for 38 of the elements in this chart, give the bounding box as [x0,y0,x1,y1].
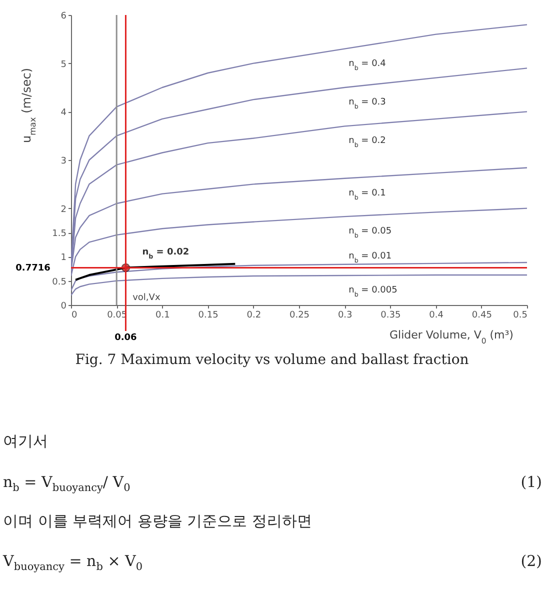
x-tick-label: 0.35 [380,310,401,320]
ref-line-label: 0.7716 [16,264,50,274]
x-tick-label: 0.1 [156,310,170,320]
y-tick-label: 0 [60,302,67,312]
ref-line-label: 0.06 [114,333,137,343]
y-tick-label: 1.5 [52,229,66,239]
series-label: n$_{b}$ = 0.1 [348,188,386,201]
y-tick-label: 1 [60,253,66,264]
text: (2) [520,552,542,570]
y-tick-label: 4 [60,108,67,118]
series-label: n$_{b}$ = 0.2 [348,136,386,149]
x-axis-title: Glider Volume, V$_{0}$ (m³) [390,328,514,345]
text: n$_{b}$ = V$_{buoyancy}$/ V$_{0}$ [3,473,130,494]
series-label: n$_{b}$ = 0.4 [348,58,386,72]
caption: Fig. 7 Maximum velocity vs volume and ballast fraction [74,352,470,368]
series-label: n$_{b}$ = 0.01 [348,251,392,264]
y-tick-label: 3 [60,156,66,166]
text: 이며 이를 부력제어 용량을 기준으로 정리하면 [3,512,312,531]
series-label: n$_{b}$ = 0.3 [348,98,386,110]
x-tick-label: 0.15 [198,310,218,320]
x-tick-label: 0.2 [246,310,262,320]
series-label: n$_{b}$ = 0.005 [348,286,398,298]
y-tick-label: 6 [60,12,67,22]
y-tick-label: 0.5 [52,277,66,288]
text: 여기서 [3,432,48,451]
x-tick-label: 0.45 [472,310,492,320]
text: V$_{buoyancy}$ = n$_{b}$ × V$_{0}$ [3,552,143,573]
series-label: n$_{b}$ = 0.02 [142,247,190,260]
y-tick-label: 2 [60,204,66,215]
x-tick-label: 0.4 [429,310,444,320]
text: (1) [520,473,542,491]
y-tick-label: 5 [60,60,66,70]
ref-line-label: vol,Vx [132,293,161,303]
x-tick-label: 0.5 [513,310,528,320]
x-tick-label: 0.25 [289,310,310,320]
x-tick-label: 0.3 [338,310,352,320]
series-label: n$_{b}$ = 0.05 [348,226,392,240]
x-tick-label: 0 [72,310,78,320]
